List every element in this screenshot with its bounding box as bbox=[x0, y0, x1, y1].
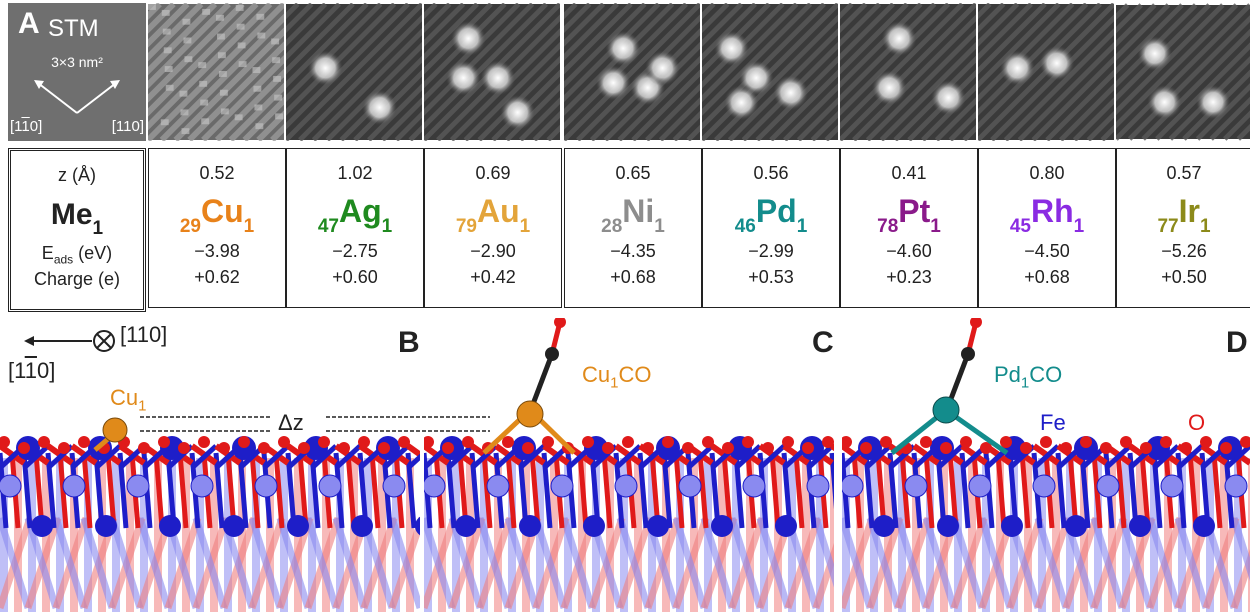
stm-image-au bbox=[424, 3, 560, 141]
table-cell-ir: 0.57 77Ir1 −5.26 +0.50 bbox=[1116, 148, 1250, 308]
adatom-blob bbox=[772, 74, 809, 111]
header-charge: Charge (e) bbox=[33, 269, 121, 289]
cu1co-label: Cu1CO bbox=[582, 362, 652, 392]
adatom-blob bbox=[605, 30, 641, 67]
slab-structure-d bbox=[842, 318, 1250, 612]
header-z: z (Å) bbox=[58, 165, 96, 185]
adatom-blob bbox=[361, 89, 398, 126]
stm-image-rh bbox=[978, 3, 1114, 141]
eads-value: −4.60 bbox=[886, 241, 932, 261]
fe-label: Fe bbox=[1040, 410, 1066, 435]
table-cell-au: 0.69 79Au1 −2.90 +0.42 bbox=[424, 148, 562, 308]
z-value: 1.02 bbox=[337, 163, 373, 183]
adatom-blob bbox=[480, 60, 516, 96]
axis-label-110: [110] bbox=[120, 322, 168, 347]
o-label: O bbox=[1188, 410, 1206, 435]
charge-value: +0.60 bbox=[332, 267, 378, 287]
adatom-blob bbox=[644, 50, 681, 86]
adatom-blob bbox=[1147, 84, 1183, 120]
table-cell-cu: 0.52 29Cu1 −3.98 +0.62 bbox=[148, 148, 286, 308]
eads-value: −4.35 bbox=[610, 241, 656, 261]
eads-value: −2.90 bbox=[470, 241, 516, 261]
cu1-label: Cu1 bbox=[110, 385, 147, 415]
element-symbol: 47Ag1 bbox=[317, 193, 393, 237]
adatom-blob bbox=[871, 70, 908, 106]
adatom-blob bbox=[723, 84, 760, 121]
z-value: 0.41 bbox=[891, 163, 927, 183]
adatom-blob bbox=[999, 50, 1036, 86]
adatom-blob bbox=[713, 30, 750, 67]
adatom-blob bbox=[1137, 36, 1173, 72]
element-symbol: 45Rh1 bbox=[1009, 193, 1085, 237]
table-cell-pt: 0.41 78Pt1 −4.60 +0.23 bbox=[840, 148, 978, 308]
stm-image-ag bbox=[286, 3, 422, 141]
element-symbol: 46Pd1 bbox=[734, 193, 808, 237]
z-value: 0.69 bbox=[475, 163, 511, 183]
slab-structure-b bbox=[0, 417, 420, 612]
slab-structure-c bbox=[424, 318, 834, 612]
eads-value: −4.50 bbox=[1024, 241, 1070, 261]
stm-direction-left: [111010] bbox=[10, 118, 43, 135]
stm-image-cu bbox=[148, 3, 284, 141]
charge-value: +0.53 bbox=[748, 267, 794, 287]
charge-value: +0.23 bbox=[886, 267, 932, 287]
adatom-blob bbox=[499, 94, 536, 131]
panel-d-structure bbox=[842, 318, 1250, 612]
adatom-blob bbox=[595, 65, 632, 101]
table-cell-ni: 0.65 28Ni1 −4.35 +0.68 bbox=[564, 148, 702, 308]
panel-b-structure bbox=[0, 318, 420, 612]
stm-scale-text: 3×3 nm² bbox=[51, 54, 103, 70]
element-symbol: 28Ni1 bbox=[601, 193, 665, 237]
stm-image-ir bbox=[1116, 3, 1250, 141]
adatom-blob bbox=[930, 79, 967, 116]
delta-z-guides bbox=[140, 416, 490, 432]
table-cell-rh: 0.80 45Rh1 −4.50 +0.68 bbox=[978, 148, 1116, 308]
adatom-blob bbox=[450, 20, 487, 57]
stm-image-pt bbox=[840, 3, 976, 141]
direction-arrows-icon bbox=[34, 80, 120, 114]
pd1co-label: Pd1CO bbox=[994, 362, 1063, 392]
panel-letter-b: B bbox=[398, 326, 420, 359]
z-value: 0.56 bbox=[753, 163, 789, 183]
stm-legend-panel: A STM 3×3 nm² [111010] [110] bbox=[8, 3, 146, 141]
element-symbol: 78Pt1 bbox=[877, 193, 941, 237]
eads-value: −5.26 bbox=[1161, 241, 1207, 261]
panel-letter-d: D bbox=[1226, 326, 1248, 359]
stm-image-ni bbox=[564, 3, 700, 141]
axis-label-1bar10: [110] bbox=[8, 358, 56, 383]
stm-direction-right: [110] bbox=[111, 118, 144, 135]
charge-value: +0.50 bbox=[1161, 267, 1207, 287]
adatom-blob bbox=[307, 50, 344, 86]
element-symbol: 79Au1 bbox=[455, 193, 531, 237]
table-cell-ag: 1.02 47Ag1 −2.75 +0.60 bbox=[286, 148, 424, 308]
eads-value: −2.75 bbox=[332, 241, 378, 261]
table-header-cell: z (Å) Me1 Eads (eV) Charge (e) bbox=[8, 148, 146, 312]
z-value: 0.57 bbox=[1166, 163, 1202, 183]
stm-title: STM bbox=[48, 15, 99, 42]
z-value: 0.80 bbox=[1029, 163, 1065, 183]
header-me: Me1 bbox=[50, 198, 104, 239]
eads-value: −2.99 bbox=[748, 241, 794, 261]
charge-value: +0.42 bbox=[470, 267, 516, 287]
adatom-blob bbox=[1195, 84, 1231, 120]
charge-value: +0.68 bbox=[1024, 267, 1070, 287]
adatom-blob bbox=[881, 20, 917, 57]
eads-value: −3.98 bbox=[194, 241, 240, 261]
panel-letter-c: C bbox=[812, 326, 834, 359]
table-cell-pd: 0.56 46Pd1 −2.99 +0.53 bbox=[702, 148, 840, 308]
z-value: 0.65 bbox=[615, 163, 651, 183]
panel-c-structure bbox=[424, 318, 834, 612]
adatom-blob bbox=[1039, 45, 1075, 81]
panel-letter-a: A bbox=[18, 7, 40, 40]
charge-value: +0.62 bbox=[194, 267, 240, 287]
charge-value: +0.68 bbox=[610, 267, 656, 287]
z-value: 0.52 bbox=[199, 163, 235, 183]
header-eads: Eads (eV) bbox=[41, 243, 113, 267]
element-symbol: 77Ir1 bbox=[1157, 193, 1211, 237]
view-direction-icon bbox=[24, 330, 115, 352]
element-symbol: 29Cu1 bbox=[179, 193, 255, 237]
delta-z-label: Δz bbox=[278, 410, 304, 435]
adatom-blob bbox=[445, 60, 482, 96]
stm-image-pd bbox=[702, 3, 838, 141]
